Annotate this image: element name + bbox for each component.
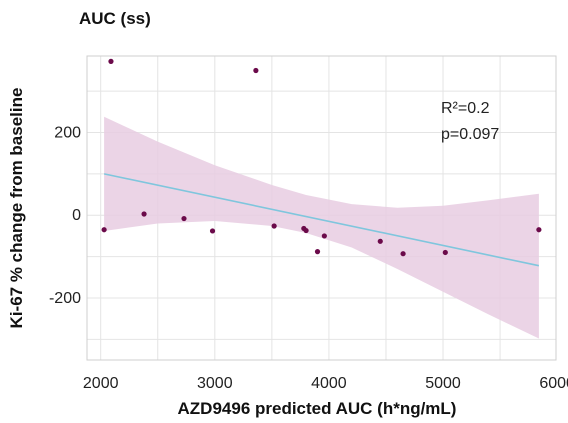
data-point [303, 227, 309, 234]
fit-line-group [103, 173, 540, 267]
data-point [181, 215, 187, 222]
data-point [321, 233, 327, 239]
x-tick-label: 2000 [83, 375, 119, 392]
y-axis-label: Ki-67 % change from baseline [7, 88, 26, 329]
data-point [271, 223, 277, 229]
data-point [108, 58, 114, 64]
data-point [101, 227, 107, 233]
y-tick-label: 0 [72, 207, 81, 224]
y-tick-label: -200 [49, 290, 81, 307]
regression-line [103, 173, 540, 267]
confidence-band-group [104, 116, 539, 339]
r-squared-annotation: R²=0.2 [441, 100, 490, 117]
data-points [101, 58, 542, 257]
plot-frame [86, 55, 557, 361]
y-tick-labels: -200 0 200 [49, 125, 81, 307]
data-point [536, 227, 542, 233]
x-tick-labels: 2000 3000 4000 5000 6000 [83, 375, 568, 392]
confidence-band [104, 116, 539, 339]
data-point [314, 249, 321, 255]
chart-title: AUC (ss) [79, 9, 151, 28]
x-tick-label: 5000 [425, 375, 461, 392]
x-tick-label: 3000 [197, 375, 233, 392]
data-point [209, 228, 216, 234]
data-point [377, 238, 383, 244]
x-tick-label: 6000 [539, 375, 568, 392]
data-point [141, 211, 147, 217]
x-axis-label: AZD9496 predicted AUC (h*ng/mL) [178, 399, 457, 418]
data-point [253, 67, 259, 74]
p-value-annotation: p=0.097 [441, 126, 499, 143]
data-point [400, 251, 406, 257]
x-tick-label: 4000 [311, 375, 347, 392]
data-point [442, 249, 448, 256]
y-tick-label: 200 [54, 125, 81, 142]
